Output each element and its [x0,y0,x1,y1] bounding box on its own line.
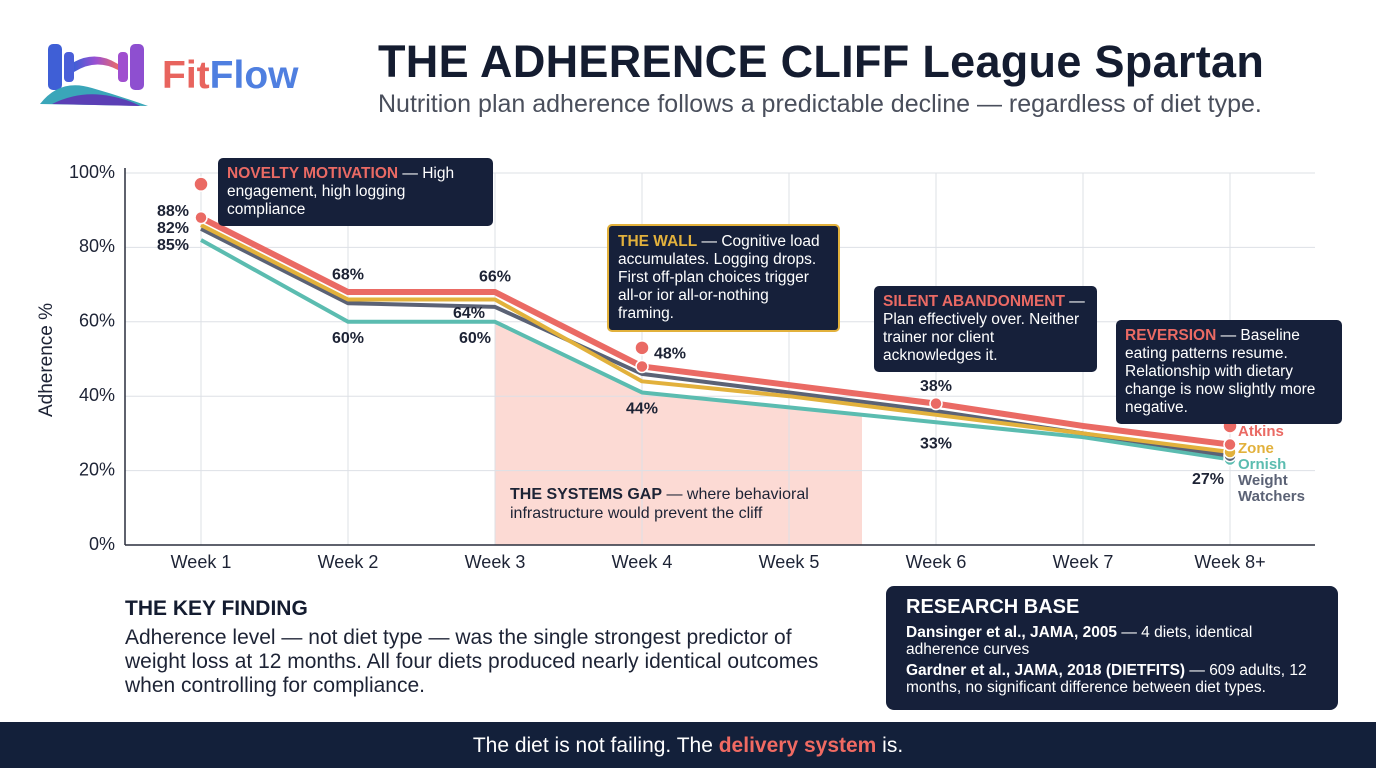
footer: The diet is not failing. The delivery sy… [0,722,1376,768]
data-label: 48% [654,346,686,363]
annotation-title: REVERSION [1125,327,1217,344]
annotation-box: NOVELTY MOTIVATION — High engagement, hi… [218,158,493,226]
data-label: 60% [332,330,364,347]
legend-entry: Zone [1238,440,1274,457]
footer-highlight: delivery system [718,734,877,757]
brand-second: Flow [209,54,299,97]
research-text: — 609 adults, 12 months, no significant … [906,662,1307,696]
gap-title: THE SYSTEMS GAP [510,486,663,503]
y-tick-label: 0% [89,534,115,554]
annotation-box: SILENT ABANDONMENT — Plan effectively ov… [874,286,1097,372]
y-tick-label: 80% [79,236,115,256]
legend-entry: Weight Watchers [1238,472,1305,505]
y-tick-label: 20% [79,459,115,479]
series-line [200,223,1231,454]
y-tick-label: 100% [69,162,115,182]
logo [40,44,148,106]
callout-dot [193,176,209,192]
research-text: — 4 diets, identical adherence curves [906,624,1253,658]
key-finding-text: Adherence level — not diet type — was th… [125,626,819,697]
title: THE ADHERENCE CLIFF League Spartan [378,36,1265,87]
data-label: 38% [920,378,952,395]
annotation-box: REVERSION — Baseline eating patterns res… [1116,320,1342,424]
data-label: 44% [626,401,658,418]
x-tick-label: Week 7 [1053,552,1114,572]
x-tick-label: Week 8+ [1194,552,1265,572]
brand-first: Fit [162,54,210,97]
research-title: RESEARCH BASE [906,596,1080,618]
research-source: Dansinger et al., JAMA, 2005 [906,624,1118,641]
y-tick-label: 60% [79,311,115,331]
research-source: Gardner et al., JAMA, 2018 (DIETFITS) [906,662,1186,679]
y-tick-label: 40% [79,385,115,405]
data-point [194,210,208,225]
annotation-title: SILENT ABANDONMENT [883,293,1065,310]
data-label: 64% [453,305,485,322]
annotation-text: — High engagement, high logging complian… [227,165,455,218]
callout-dot [634,340,650,356]
x-tick-label: Week 1 [171,552,232,572]
x-tick-label: Week 5 [759,552,820,572]
legend-entry: Atkins [1238,423,1284,440]
annotation-title: THE WALL [618,233,698,250]
data-label: 82% [157,220,189,237]
data-point [1223,437,1237,452]
data-label: 66% [479,269,511,286]
footer-text: The diet is not failing. The [472,734,719,757]
data-point [929,396,943,411]
data-label: 68% [332,266,364,283]
x-tick-label: Week 3 [465,552,526,572]
research-entry: Gardner et al., JAMA, 2018 (DIETFITS) — … [906,662,1318,696]
brand: FitFlow [162,54,298,98]
subtitle: Nutrition plan adherence follows a predi… [378,90,1262,118]
x-tick-label: Week 6 [906,552,967,572]
systems-gap [495,321,862,545]
research-entries: Dansinger et al., JAMA, 2005 — 4 diets, … [906,624,1318,696]
gap-annotation: THE SYSTEMS GAP — where behavioral infra… [510,485,840,523]
x-tick-label: Week 2 [318,552,379,572]
research-base: RESEARCH BASE Dansinger et al., JAMA, 20… [886,586,1338,710]
series-line [200,238,1231,462]
annotation-box: THE WALL — Cognitive load accumulates. L… [607,224,840,332]
data-label: 88% [157,203,189,220]
annotation-text: — Cognitive load accumulates. Logging dr… [618,233,820,322]
annotation-text: — Baseline eating patterns resume. Relat… [1125,327,1316,416]
x-tick-label: Week 4 [612,552,673,572]
legend-entry: Ornish [1238,456,1287,473]
key-finding-title: THE KEY FINDING [125,597,308,620]
annotation-title: NOVELTY MOTIVATION [227,165,399,182]
research-entry: Dansinger et al., JAMA, 2005 — 4 diets, … [906,624,1318,658]
data-label: 60% [459,330,491,347]
annotation-text: — Plan effectively over. Neither trainer… [883,293,1085,364]
data-label: 27% [1192,471,1224,488]
data-point [635,359,649,374]
data-label: 85% [157,237,189,254]
y-axis-label: Adherence % [36,303,57,417]
series-line [199,214,1231,448]
data-label: 33% [920,435,952,452]
gap-text: — where behavioral infrastructure would … [510,486,809,522]
footer-text: is. [876,734,904,757]
